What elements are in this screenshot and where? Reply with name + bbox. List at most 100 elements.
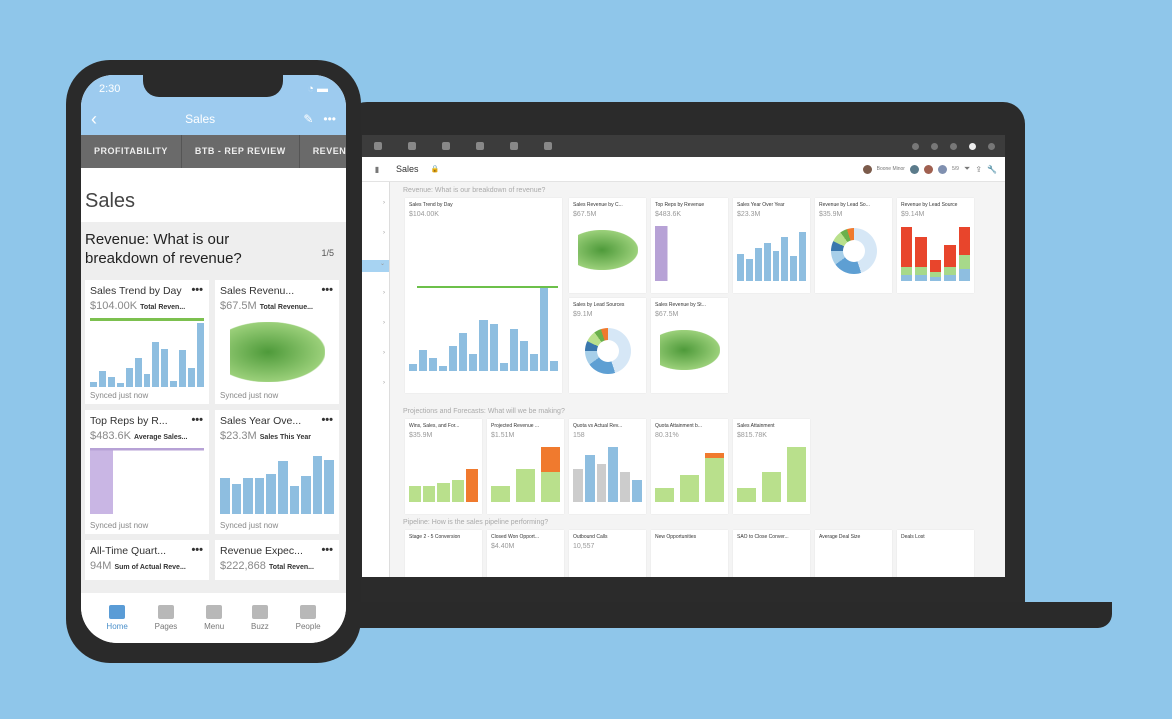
bar-chart — [90, 318, 204, 387]
card[interactable]: Projected Revenue ... $1.51M — [487, 419, 564, 514]
more-icon[interactable]: ••• — [321, 284, 333, 296]
card[interactable]: Wins, Sales, and For... $35.9M — [405, 419, 482, 514]
wrench-icon[interactable]: 🔧 — [987, 164, 997, 174]
back-icon[interactable]: ‹ — [91, 108, 97, 129]
sidebar: › › ⌄ › › › › — [362, 182, 390, 577]
bar-chart — [655, 226, 724, 281]
section-title: Revenue: What is our breakdown of revenu… — [85, 231, 242, 267]
card[interactable]: SAO to Close Conver... — [733, 530, 810, 577]
card-donut[interactable]: Revenue by Lead So... $35.9M — [815, 198, 892, 293]
search-icon[interactable] — [912, 142, 919, 150]
toolbar-icon[interactable] — [510, 142, 518, 150]
us-map — [659, 330, 720, 370]
sidebar-item[interactable]: › — [383, 230, 385, 236]
bar-chart — [90, 448, 204, 514]
sync-status: Synced just now — [90, 391, 149, 400]
status-bar: 2:30 ◔ ▬ — [81, 75, 346, 103]
nav-buzz[interactable]: Buzz — [251, 605, 269, 631]
card-map-2[interactable]: Sales Revenue by St... $67.5M — [651, 298, 728, 393]
more-icon[interactable]: ••• — [191, 284, 203, 296]
avatar[interactable] — [937, 164, 947, 174]
card-stacked[interactable]: Revenue by Lead Source $9.14M — [897, 198, 974, 293]
apps-icon[interactable] — [950, 142, 957, 150]
nav-title: Sales — [185, 112, 216, 126]
avatar[interactable] — [923, 164, 933, 174]
people-icon — [300, 605, 317, 619]
pin-icon[interactable]: ▮ — [374, 164, 380, 174]
card[interactable]: Sales Attainment $815.78K — [733, 419, 810, 514]
more-icon[interactable]: ••• — [191, 544, 203, 556]
avatar[interactable] — [909, 164, 919, 174]
toolbar-icon[interactable] — [408, 142, 416, 150]
status-time: 2:30 — [99, 83, 121, 95]
nav-home[interactable]: Home — [106, 605, 128, 631]
revenue-section: Revenue: What is our breakdown of revenu… — [81, 222, 346, 593]
card[interactable]: Average Deal Size — [815, 530, 892, 577]
card[interactable]: Quota Attainment b... 80.31% — [651, 419, 728, 514]
sidebar-item[interactable]: › — [383, 380, 385, 386]
more-icon[interactable]: ••• — [321, 414, 333, 426]
card-sales-revenue-map[interactable]: Sales Revenu... ••• $67.5M Total Revenue.… — [215, 280, 339, 404]
card-top-reps[interactable]: Top Reps by R... ••• $483.6K Average Sale… — [85, 410, 209, 534]
more-icon[interactable]: ••• — [321, 544, 333, 556]
wifi-battery-icon: ◔ ▬ — [307, 83, 328, 95]
tab-btb-rep-review[interactable]: BTB - REP REVIEW — [182, 135, 300, 168]
nav-pages[interactable]: Pages — [155, 605, 177, 631]
sidebar-item[interactable]: › — [383, 200, 385, 206]
toolbar-icon[interactable] — [544, 142, 552, 150]
nav-menu[interactable]: Menu — [204, 605, 224, 631]
lock-icon[interactable]: 🔒 — [430, 166, 440, 173]
phone-screen: 2:30 ◔ ▬ ‹ Sales ✎ ••• PROFITABILITY BTB … — [81, 75, 346, 643]
card-sales-trend[interactable]: Sales Trend by Day $104.00K — [405, 198, 562, 393]
card-revenue-expected[interactable]: Revenue Expec... ••• $222,868 Total Reven… — [215, 540, 339, 580]
card-all-time-quarter[interactable]: All-Time Quart... ••• 94M Sum of Actual R… — [85, 540, 209, 580]
bar-chart — [409, 286, 558, 371]
card-map[interactable]: Sales Revenue by C... $67.5M — [569, 198, 646, 293]
section-title: Revenue: What is our breakdown of revenu… — [403, 187, 546, 194]
section-title: Projections and Forecasts: What will we … — [403, 408, 565, 415]
more-icon[interactable]: ••• — [191, 414, 203, 426]
sidebar-item[interactable]: › — [383, 350, 385, 356]
chat-icon — [251, 605, 268, 619]
donut-chart — [830, 228, 877, 274]
app-toolbar — [362, 135, 1005, 157]
us-map — [229, 322, 325, 382]
card-top-reps[interactable]: Top Reps by Revenue $483.6K — [651, 198, 728, 293]
share-icon[interactable]: ⇪ — [975, 164, 983, 174]
card[interactable]: Deals Lost — [897, 530, 974, 577]
notch — [143, 75, 283, 97]
laptop-base — [345, 602, 1112, 628]
edit-icon[interactable]: ✎ — [303, 112, 314, 126]
more-icon[interactable]: ••• — [323, 112, 336, 126]
menu-icon[interactable] — [988, 142, 995, 150]
filter-icon[interactable]: ⏷ — [963, 164, 971, 173]
card[interactable]: Outbound Calls 10,557 — [569, 530, 646, 577]
card[interactable]: Stage 2 - 5 Conversion — [405, 530, 482, 577]
card-sales-yoy[interactable]: Sales Year Ove... ••• $23.3M Sales This Y… — [215, 410, 339, 534]
card[interactable]: Quota vs Actual Rev... 158 — [569, 419, 646, 514]
profile-icon[interactable] — [969, 142, 976, 150]
sidebar-item[interactable]: › — [383, 320, 385, 326]
card[interactable]: Closed Won Opport... $4.40M — [487, 530, 564, 577]
viewer-count: 5/9 — [951, 166, 959, 172]
tab-profitability[interactable]: PROFITABILITY — [81, 135, 182, 168]
nav-people[interactable]: People — [296, 605, 321, 631]
notification-icon[interactable] — [931, 142, 938, 150]
toolbar-icon[interactable] — [476, 142, 484, 150]
grid-icon — [206, 605, 223, 619]
overview-icon[interactable] — [374, 142, 382, 150]
card[interactable]: New Opportunities — [651, 530, 728, 577]
page-title: Sales — [396, 164, 419, 174]
us-map — [577, 230, 638, 270]
pages-icon — [157, 605, 174, 619]
card-sales-trend[interactable]: Sales Trend by Day ••• $104.00K Total Rev… — [85, 280, 209, 404]
page-title: Sales — [85, 190, 136, 212]
toolbar-icon[interactable] — [442, 142, 450, 150]
owner-avatar[interactable] — [862, 164, 872, 174]
owner-name: Boone Minor — [876, 166, 905, 172]
tab-revenue-analysis[interactable]: REVENUE ANA — [300, 135, 346, 168]
sidebar-item[interactable]: › — [383, 290, 385, 296]
card-yoy[interactable]: Sales Year Over Year $23.3M — [733, 198, 810, 293]
card-donut-2[interactable]: Sales by Lead Sources $9.1M — [569, 298, 646, 393]
sidebar-item-selected[interactable]: ⌄ — [362, 260, 389, 272]
